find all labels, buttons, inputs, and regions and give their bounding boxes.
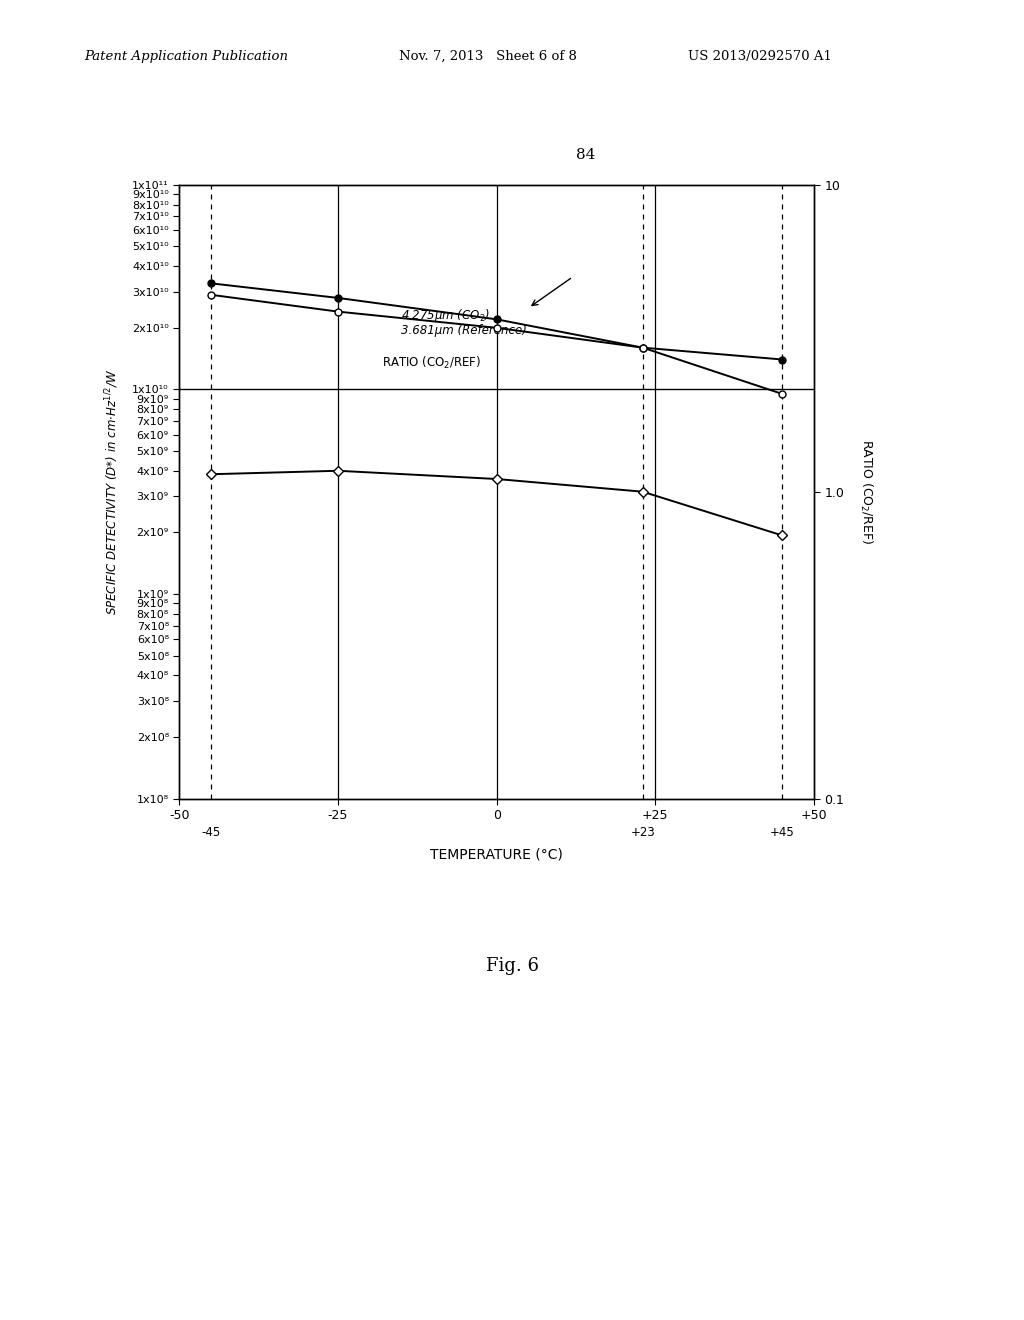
Text: Patent Application Publication: Patent Application Publication [84, 50, 288, 63]
Text: +45: +45 [770, 826, 795, 840]
Text: 4.275μm (CO$_2$): 4.275μm (CO$_2$) [401, 306, 490, 323]
X-axis label: TEMPERATURE (°C): TEMPERATURE (°C) [430, 847, 563, 861]
Text: -45: -45 [202, 826, 220, 840]
Text: Fig. 6: Fig. 6 [485, 957, 539, 975]
Text: Nov. 7, 2013   Sheet 6 of 8: Nov. 7, 2013 Sheet 6 of 8 [399, 50, 578, 63]
Text: 84: 84 [577, 148, 595, 162]
Y-axis label: SPECIFIC DETECTIVITY (D*) in $cm{\cdot}Hz^{1/2}$/W: SPECIFIC DETECTIVITY (D*) in $cm{\cdot}H… [103, 368, 121, 615]
Text: RATIO (CO$_2$/REF): RATIO (CO$_2$/REF) [382, 355, 481, 371]
Text: +23: +23 [631, 826, 655, 840]
Text: 3.681μm (Reference): 3.681μm (Reference) [401, 323, 527, 337]
Text: US 2013/0292570 A1: US 2013/0292570 A1 [688, 50, 833, 63]
Y-axis label: RATIO (CO$_2$/REF): RATIO (CO$_2$/REF) [858, 440, 874, 544]
